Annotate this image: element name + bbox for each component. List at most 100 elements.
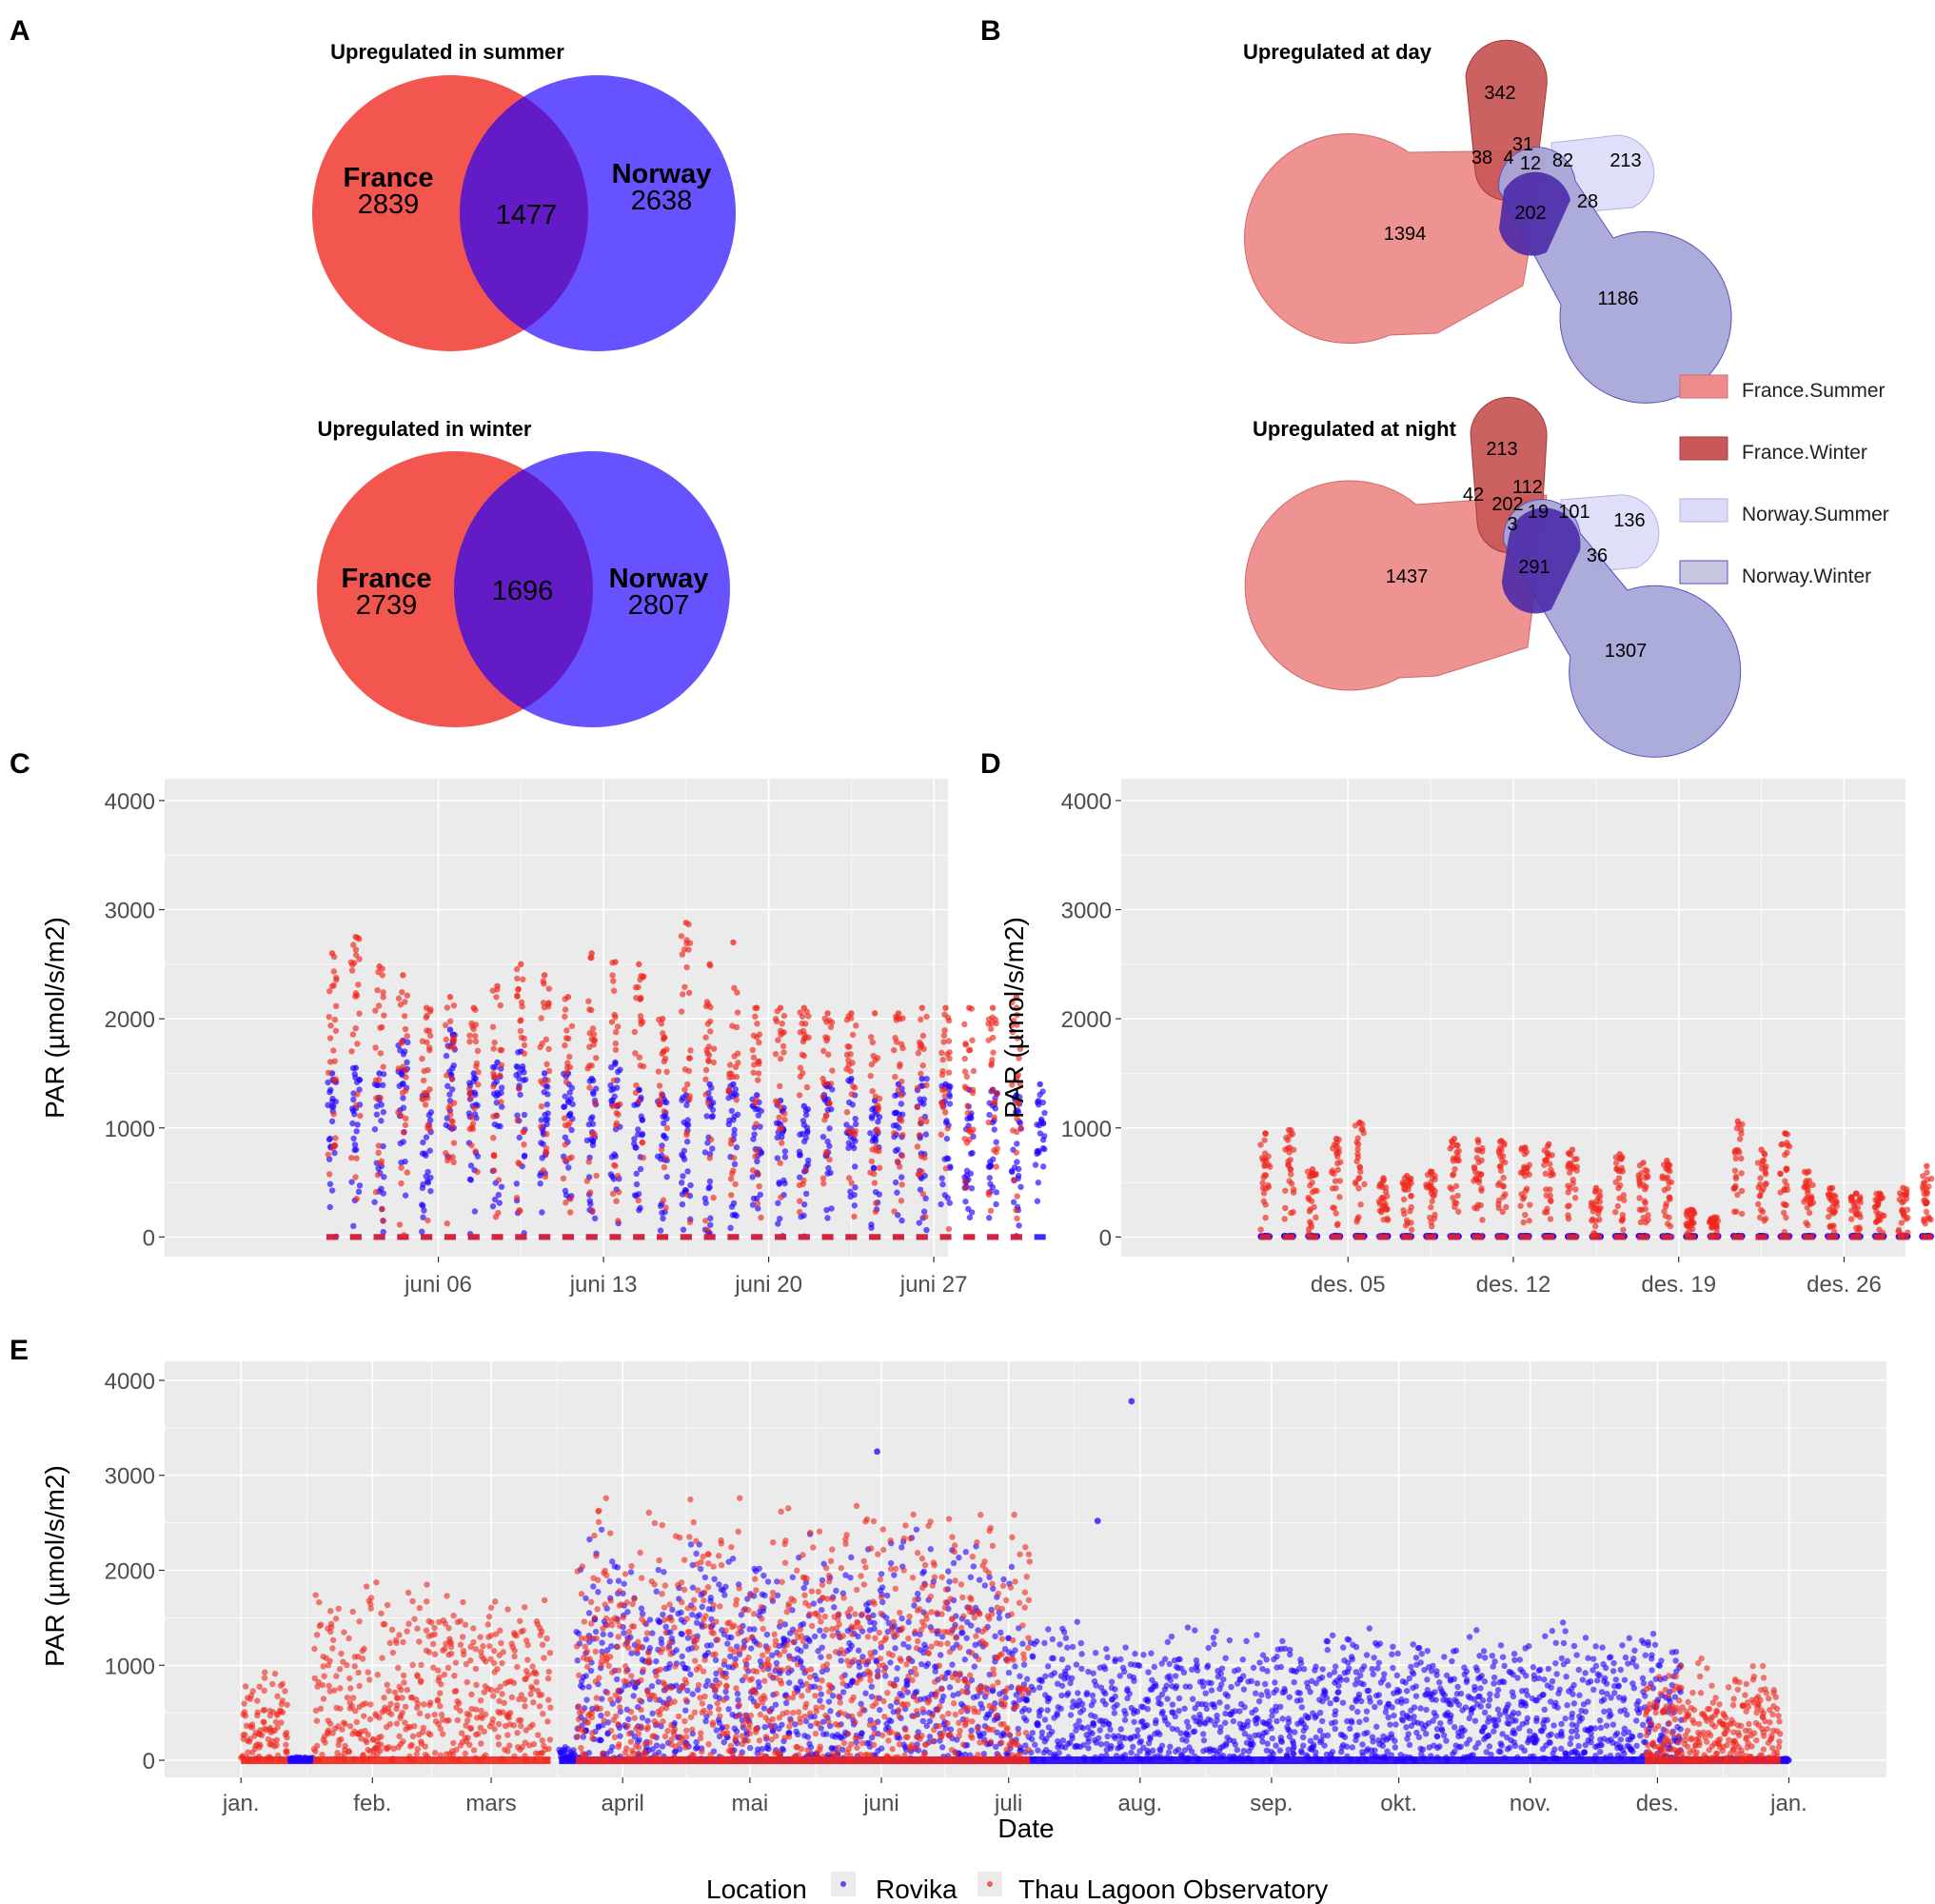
data-point xyxy=(352,1174,359,1180)
chart-d-ylabel: PAR (µmol/s/m2) xyxy=(999,917,1029,1119)
data-point xyxy=(1010,1177,1017,1183)
data-point xyxy=(1313,1214,1319,1221)
data-point xyxy=(747,1645,755,1652)
point-baseline xyxy=(1010,1234,1022,1240)
data-point xyxy=(1755,1200,1762,1208)
data-point-peak xyxy=(989,1004,997,1011)
data-point xyxy=(1355,1175,1362,1182)
data-point xyxy=(1005,1669,1013,1676)
data-point-peak xyxy=(588,950,595,957)
data-point xyxy=(802,1166,809,1173)
data-point xyxy=(848,1129,856,1137)
data-point xyxy=(563,1035,570,1041)
data-point xyxy=(847,1051,854,1058)
data-point xyxy=(1903,1191,1910,1199)
data-point-peak xyxy=(848,1075,855,1082)
data-point xyxy=(663,1174,670,1180)
data-point xyxy=(687,1541,695,1548)
data-point-peak xyxy=(541,972,548,979)
data-point xyxy=(802,1190,810,1198)
legend-label-france-summer: France.Summer xyxy=(1742,380,1886,402)
data-point xyxy=(1738,1170,1745,1177)
data-point xyxy=(1019,1640,1026,1647)
blob-day-num: 12 xyxy=(1520,153,1541,174)
data-point xyxy=(425,1121,432,1128)
point-baseline xyxy=(444,1234,456,1240)
data-point xyxy=(894,1665,900,1672)
data-point xyxy=(592,1628,600,1636)
data-point xyxy=(778,1055,784,1062)
venn-winter-overlap-value: 1696 xyxy=(492,576,554,606)
data-point xyxy=(563,1064,571,1071)
data-point xyxy=(891,1130,898,1137)
point-baseline xyxy=(774,1234,786,1240)
data-point xyxy=(728,1192,735,1199)
data-point xyxy=(829,1067,836,1074)
data-point-peak xyxy=(352,933,359,941)
point-baseline xyxy=(609,1234,622,1240)
data-point xyxy=(326,1136,333,1143)
data-point xyxy=(701,1195,709,1202)
blob-night-core xyxy=(1502,507,1581,614)
data-point xyxy=(1036,1149,1042,1156)
data-point xyxy=(1121,1752,1129,1758)
data-point xyxy=(1096,1727,1103,1734)
data-point xyxy=(400,1095,406,1101)
data-point xyxy=(1620,1226,1627,1234)
data-point xyxy=(1855,1197,1863,1204)
data-point xyxy=(1407,1207,1413,1215)
data-point xyxy=(614,1084,621,1091)
blob-day-num: 1186 xyxy=(1597,288,1638,309)
data-point xyxy=(1544,1205,1550,1212)
data-point xyxy=(679,951,685,958)
data-point-peak xyxy=(706,961,713,968)
data-point xyxy=(1526,1218,1532,1224)
data-point xyxy=(693,1550,700,1557)
data-point xyxy=(666,1660,673,1668)
data-point xyxy=(944,1125,952,1132)
data-point xyxy=(589,1141,597,1149)
data-point xyxy=(707,1136,715,1143)
data-point xyxy=(898,1174,905,1180)
data-point xyxy=(962,1184,970,1191)
data-point xyxy=(1078,1700,1086,1708)
data-point xyxy=(827,1708,834,1715)
data-point xyxy=(489,1202,497,1210)
data-point xyxy=(659,1743,666,1750)
data-point xyxy=(660,1215,666,1222)
data-point xyxy=(1306,1196,1313,1203)
data-point xyxy=(1781,1228,1788,1236)
data-point xyxy=(1032,1161,1039,1168)
data-point xyxy=(1117,1726,1125,1733)
data-point xyxy=(1589,1216,1596,1223)
data-point-peak xyxy=(612,1059,619,1066)
data-point xyxy=(587,1200,594,1207)
data-point xyxy=(1073,1661,1080,1668)
blob-night-num: 36 xyxy=(1587,545,1608,566)
data-point xyxy=(883,1592,891,1599)
data-point xyxy=(371,1125,379,1133)
data-point xyxy=(1260,1190,1268,1197)
data-point xyxy=(751,1061,758,1068)
data-point xyxy=(760,1705,768,1712)
data-point xyxy=(538,1078,544,1084)
data-point xyxy=(746,1744,754,1752)
data-point xyxy=(380,1109,387,1116)
data-point xyxy=(1102,1701,1109,1708)
data-point xyxy=(970,1563,977,1570)
data-point xyxy=(1905,1229,1911,1236)
data-point xyxy=(916,1171,922,1179)
data-point xyxy=(818,1654,824,1660)
data-point xyxy=(675,1610,681,1617)
data-point xyxy=(871,1625,878,1633)
data-point xyxy=(1032,1741,1038,1748)
data-point xyxy=(1135,1661,1142,1669)
data-point xyxy=(491,1039,498,1046)
data-point xyxy=(1872,1203,1879,1210)
data-point-peak xyxy=(1546,1140,1552,1148)
data-point xyxy=(1331,1204,1338,1212)
data-point xyxy=(444,1220,450,1227)
data-point xyxy=(1520,1219,1527,1226)
data-point xyxy=(1778,1141,1785,1148)
venn-winter-right-name: Norway xyxy=(609,564,709,594)
